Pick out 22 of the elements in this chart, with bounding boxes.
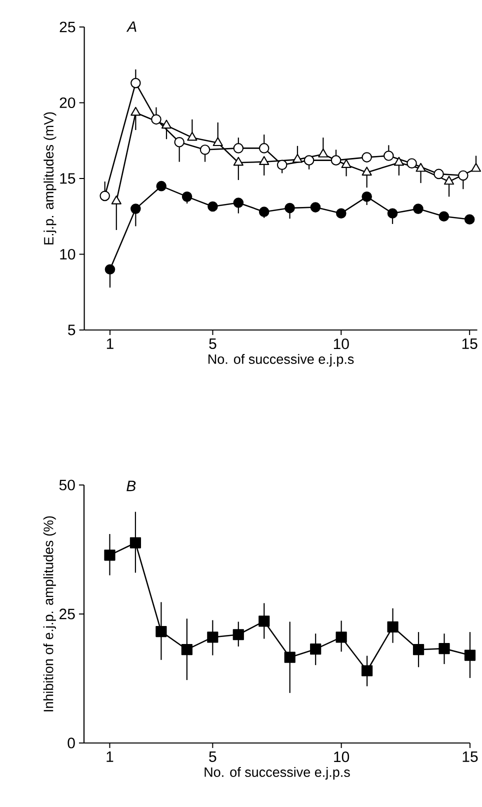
y-axis-title: E.j.p. amplitudes (mV): [44, 112, 56, 244]
x-axis-title: No. of successive e.j.p.s: [208, 354, 354, 367]
y-tick-label: 0: [68, 738, 75, 748]
y-tick-label: 5: [68, 324, 76, 336]
y-tick-label: 10: [60, 248, 76, 260]
y-axis-title: Inhibition of e.j.p. amplitudes (%): [43, 516, 56, 712]
y-tick-label: 15: [60, 173, 76, 184]
x-tick-label: 1: [106, 338, 114, 349]
x-tick-label: 1: [106, 752, 114, 762]
y-tick-label: 25: [60, 22, 76, 32]
x-tick-label: 15: [462, 752, 478, 762]
annotation: B: [126, 480, 136, 492]
x-tick-label: 10: [334, 752, 350, 762]
y-tick-label: 50: [59, 480, 75, 490]
y-tick-label: 20: [60, 97, 76, 108]
x-axis-title: No. of successive e.j.p.s: [204, 767, 350, 780]
x-tick-label: 5: [209, 752, 216, 762]
annotation: A: [126, 21, 136, 32]
x-tick-label: 10: [334, 338, 349, 350]
x-tick-label: 5: [209, 338, 216, 349]
x-tick-label: 15: [462, 338, 478, 349]
y-tick-label: 25: [60, 608, 75, 620]
